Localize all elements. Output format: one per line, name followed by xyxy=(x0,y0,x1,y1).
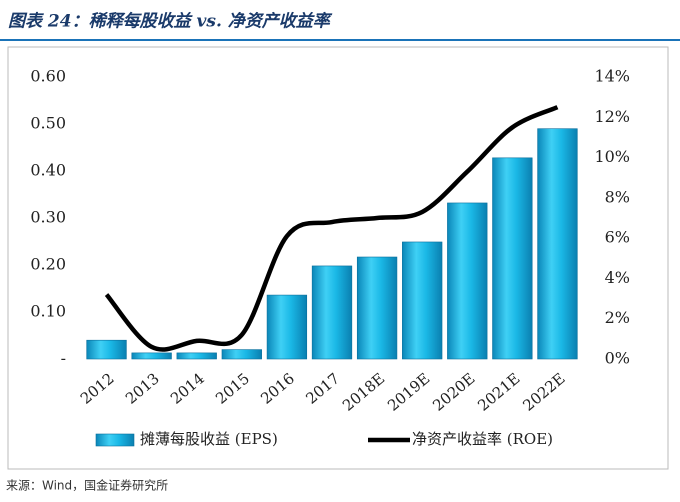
y2-tick-label: 4% xyxy=(605,268,630,287)
y-tick-label: 0.60 xyxy=(30,67,66,86)
bar xyxy=(356,256,398,360)
legend-swatch xyxy=(95,433,135,447)
y2-tick-label: 14% xyxy=(594,67,630,86)
y-tick-label: 0.20 xyxy=(30,255,66,274)
legend-label: 净资产收益率 (ROE) xyxy=(412,430,553,448)
bar xyxy=(492,157,533,360)
y2-tick-label: 2% xyxy=(605,308,630,327)
chart-frame xyxy=(7,46,669,470)
bar xyxy=(176,352,217,360)
y2-tick-label: 8% xyxy=(605,187,630,206)
x-tick-label: 2022E xyxy=(519,369,568,414)
bar xyxy=(266,294,308,360)
x-tick-label: 2019E xyxy=(384,369,433,414)
y2-tick-label: 0% xyxy=(605,349,630,368)
bar xyxy=(402,241,443,360)
y-tick-label: 0.30 xyxy=(30,208,66,227)
y-tick-label: - xyxy=(61,349,66,368)
bar xyxy=(447,202,488,360)
x-tick-label: 2017 xyxy=(302,369,343,407)
legend-label: 摊薄每股收益 (EPS) xyxy=(140,430,278,448)
bar xyxy=(311,265,353,360)
y2-tick-label: 10% xyxy=(594,147,630,166)
x-tick-label: 2021E xyxy=(474,369,523,414)
line-series xyxy=(104,105,559,352)
x-tick-label: 2014 xyxy=(167,369,208,407)
source-note: 来源：Wind，国金证券研究所 xyxy=(6,478,168,493)
x-tick-label: 2012 xyxy=(77,369,118,407)
y-tick-label: 0.40 xyxy=(30,161,66,180)
bar xyxy=(86,339,127,360)
y-tick-label: 0.10 xyxy=(30,302,66,321)
x-tick-label: 2016 xyxy=(257,369,298,407)
y-tick-label: 0.50 xyxy=(30,114,66,133)
y2-tick-label: 12% xyxy=(594,107,630,126)
bar xyxy=(221,349,262,360)
x-tick-label: 2013 xyxy=(122,369,163,407)
header-title: 图表 24：稀释每股收益 vs. 净资产收益率 xyxy=(8,12,333,32)
x-tick-label: 2018E xyxy=(339,369,388,414)
bar xyxy=(537,128,578,360)
x-tick-label: 2020E xyxy=(429,369,478,414)
y2-tick-label: 6% xyxy=(605,228,630,247)
bar xyxy=(131,352,172,360)
x-tick-label: 2015 xyxy=(212,369,253,407)
